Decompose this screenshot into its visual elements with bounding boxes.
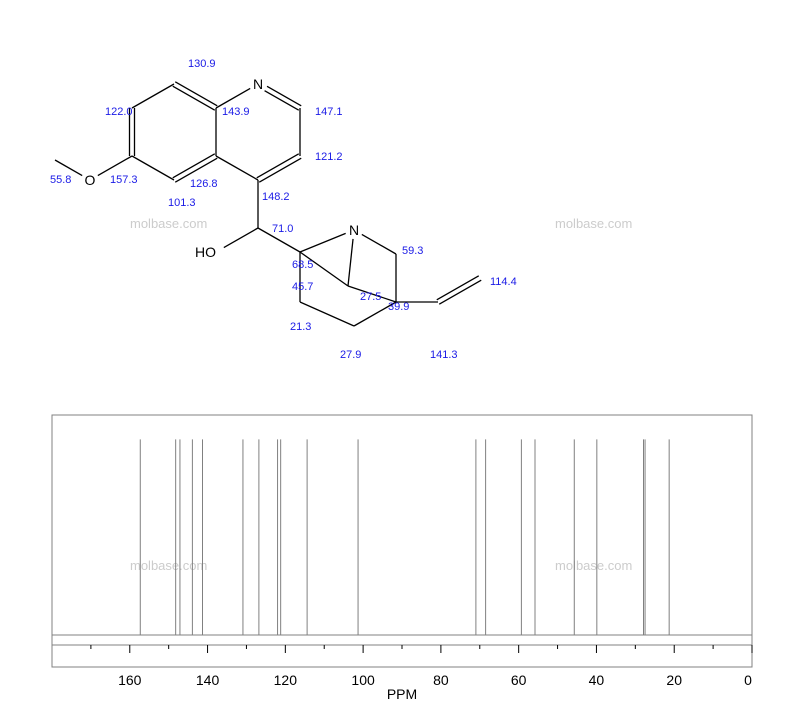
- chemical-shift-label: 148.2: [262, 191, 290, 203]
- chemical-shift-label: 59.3: [402, 245, 423, 257]
- spectrum-frame: [52, 415, 752, 645]
- chemical-shift-label: 21.3: [290, 321, 311, 333]
- chemical-shift-label: 143.9: [222, 106, 250, 118]
- axis-tick-label: 60: [511, 672, 527, 688]
- chemical-shift-label: 141.3: [430, 349, 458, 361]
- watermark-text: molbase.com: [555, 558, 632, 573]
- chemical-shift-label: 101.3: [168, 197, 196, 209]
- chemical-shift-label: 147.1: [315, 106, 343, 118]
- chemical-shift-label: 27.5: [360, 291, 381, 303]
- chemical-shift-label: 39.9: [388, 301, 409, 313]
- atom-label: HO: [195, 244, 216, 260]
- chemical-shift-label: 130.9: [188, 58, 216, 70]
- axis-tick-label: 40: [589, 672, 605, 688]
- watermark-text: molbase.com: [130, 558, 207, 573]
- axis-tick-label: 120: [274, 672, 298, 688]
- chemical-shift-label: 126.8: [190, 178, 218, 190]
- atom-label: O: [85, 172, 96, 188]
- chemical-shift-label: 157.3: [110, 174, 138, 186]
- chemical-shift-label: 45.7: [292, 281, 313, 293]
- axis-label: PPM: [387, 686, 417, 702]
- molecule: O N HO N 55.8 157.3 122.0 130.9 143.9 147.1 121.2 1…: [50, 58, 517, 361]
- chemical-shift-label: 27.9: [340, 349, 361, 361]
- watermark-text: molbase.com: [555, 216, 632, 231]
- chemical-shift-label: 114.4: [490, 276, 517, 288]
- axis-tick-label: 100: [351, 672, 375, 688]
- watermark-text: molbase.com: [130, 216, 207, 231]
- axis-tick-label: 80: [433, 672, 449, 688]
- chemical-shift-label: 122.0: [105, 106, 133, 118]
- chemical-shift-label: 71.0: [272, 223, 293, 235]
- axis-tick-label: 0: [744, 672, 752, 688]
- axis-tick-label: 160: [118, 672, 142, 688]
- atom-label: N: [253, 76, 263, 92]
- chemical-shift-label: 121.2: [315, 151, 343, 163]
- chemical-shift-label: 55.8: [50, 174, 71, 186]
- chemical-shift-label: 68.5: [292, 259, 313, 271]
- axis-tick-label: 20: [666, 672, 682, 688]
- atom-label: N: [349, 222, 359, 238]
- axis-tick-label: 140: [196, 672, 220, 688]
- figure-canvas: O N HO N 55.8 157.3 122.0 130.9 143.9 147.1 121.2 1…: [0, 0, 800, 717]
